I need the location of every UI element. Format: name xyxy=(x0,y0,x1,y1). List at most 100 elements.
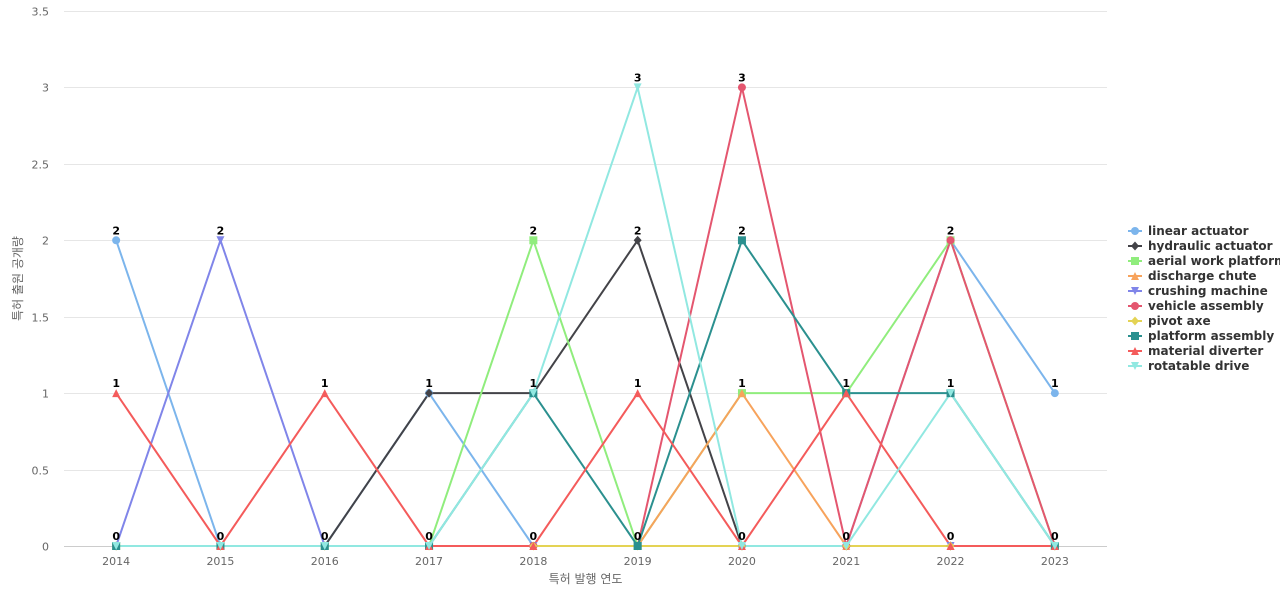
legend-item-pivot-axe[interactable]: pivot axe xyxy=(1128,314,1211,328)
y-tick-label: 1.5 xyxy=(32,312,50,325)
legend-label: aerial work platform xyxy=(1148,254,1280,268)
legend-marker xyxy=(1131,257,1139,265)
legend-item-discharge-chute[interactable]: discharge chute xyxy=(1128,269,1257,283)
legend-label: platform assembly xyxy=(1148,329,1274,343)
x-tick-label: 2016 xyxy=(311,555,339,568)
data-label: 1 xyxy=(530,377,538,390)
data-label: 0 xyxy=(1051,530,1059,543)
legend-marker xyxy=(1131,302,1139,310)
data-point-rotatable-drive xyxy=(216,542,225,550)
data-label: 1 xyxy=(1051,377,1059,390)
data-label: 0 xyxy=(738,530,746,543)
legend-marker xyxy=(1131,362,1139,370)
data-label: 2 xyxy=(112,224,120,237)
data-point-rotatable-drive xyxy=(1050,542,1059,550)
series-line-rotatable-drive xyxy=(115,86,1056,547)
y-tick-label: 1 xyxy=(42,388,49,401)
data-point-rotatable-drive xyxy=(320,542,329,550)
y-axis-title: 특허 출원 공개량 xyxy=(11,236,25,321)
data-point-hydraulic-actuator xyxy=(633,235,642,245)
data-point-material-diverter xyxy=(529,542,538,550)
data-point-material-diverter xyxy=(320,389,329,398)
legend-marker xyxy=(1131,241,1139,251)
legend-item-platform-assembly[interactable]: platform assembly xyxy=(1128,329,1274,343)
y-tick-label: 3.5 xyxy=(32,6,50,19)
x-tick-label: 2022 xyxy=(937,555,965,568)
data-label: 2 xyxy=(530,224,538,237)
data-label: 2 xyxy=(217,224,225,237)
data-label: 0 xyxy=(842,530,850,543)
x-tick-label: 2019 xyxy=(624,555,652,568)
data-label: 1 xyxy=(842,377,850,390)
data-label: 0 xyxy=(634,530,642,543)
legend-marker xyxy=(1131,287,1139,295)
y-tick-label: 2.5 xyxy=(32,159,50,172)
data-point-rotatable-drive xyxy=(529,389,538,398)
x-tick-label: 2021 xyxy=(832,555,860,568)
legend-label: rotatable drive xyxy=(1148,359,1249,373)
data-point-vehicle-assembly xyxy=(946,236,955,245)
data-point-material-diverter xyxy=(842,389,851,398)
data-point-hydraulic-actuator xyxy=(425,388,434,398)
data-label: 1 xyxy=(425,377,433,390)
y-tick-label: 0 xyxy=(42,541,49,554)
data-point-platform-assembly xyxy=(633,542,642,550)
legend-item-material-diverter[interactable]: material diverter xyxy=(1128,344,1263,358)
x-tick-label: 2018 xyxy=(519,555,547,568)
data-point-rotatable-drive xyxy=(112,542,121,550)
x-tick-label: 2017 xyxy=(415,555,443,568)
data-point-crushing-machine xyxy=(216,236,225,245)
data-label: 1 xyxy=(634,377,642,390)
x-axis-title: 특허 발행 연도 xyxy=(549,571,623,586)
series-markers xyxy=(112,83,1059,551)
data-label: 1 xyxy=(112,377,120,390)
data-point-platform-assembly xyxy=(737,236,746,245)
legend-item-vehicle-assembly[interactable]: vehicle assembly xyxy=(1128,299,1264,313)
data-label: 1 xyxy=(947,377,955,390)
legend-marker xyxy=(1131,316,1139,326)
x-tick-label: 2020 xyxy=(728,555,756,568)
legend-label: discharge chute xyxy=(1148,269,1257,283)
data-point-material-diverter xyxy=(633,389,642,398)
legend-item-rotatable-drive[interactable]: rotatable drive xyxy=(1128,359,1249,373)
data-label: 1 xyxy=(321,377,329,390)
legend-item-linear-actuator[interactable]: linear actuator xyxy=(1128,224,1249,238)
data-point-material-diverter xyxy=(112,389,121,398)
data-point-linear-actuator xyxy=(1050,389,1059,398)
data-label: 0 xyxy=(947,530,955,543)
data-point-linear-actuator xyxy=(112,236,121,245)
legend-marker xyxy=(1131,227,1139,235)
data-label: 2 xyxy=(738,224,746,237)
data-label: 0 xyxy=(112,530,120,543)
legend-item-hydraulic-actuator[interactable]: hydraulic actuator xyxy=(1128,239,1273,253)
legend-label: crushing machine xyxy=(1148,284,1268,298)
data-label: 2 xyxy=(634,224,642,237)
y-tick-label: 2 xyxy=(42,235,49,248)
data-label: 0 xyxy=(321,530,329,543)
data-label: 1 xyxy=(738,377,746,390)
data-label: 3 xyxy=(634,71,642,84)
data-point-rotatable-drive xyxy=(946,389,955,398)
data-labels: 2 1 0 2 0 1 0 1 0 2 1 0 3 2 1 0 3 2 1 0 1 0 2 1 0 1 0 xyxy=(112,71,1059,543)
y-tick-label: 0.5 xyxy=(32,465,50,478)
data-point-rotatable-drive xyxy=(737,542,746,550)
legend-item-crushing-machine[interactable]: crushing machine xyxy=(1128,284,1268,298)
data-point-rotatable-drive xyxy=(842,542,851,550)
y-tick-label: 3 xyxy=(42,82,49,95)
legend-label: vehicle assembly xyxy=(1148,299,1264,313)
data-point-vehicle-assembly xyxy=(737,83,746,92)
legend-marker xyxy=(1131,347,1139,355)
legend-label: material diverter xyxy=(1148,344,1263,358)
data-label: 0 xyxy=(217,530,225,543)
legend-label: hydraulic actuator xyxy=(1148,239,1273,253)
data-label: 0 xyxy=(530,530,538,543)
data-point-discharge-chute xyxy=(737,389,746,398)
x-tick-label: 2015 xyxy=(206,555,234,568)
legend-item-aerial-work-platform[interactable]: aerial work platform xyxy=(1128,254,1280,268)
data-label: 0 xyxy=(425,530,433,543)
data-point-aerial-work-platform xyxy=(529,236,538,245)
x-tick-label: 2023 xyxy=(1041,555,1069,568)
